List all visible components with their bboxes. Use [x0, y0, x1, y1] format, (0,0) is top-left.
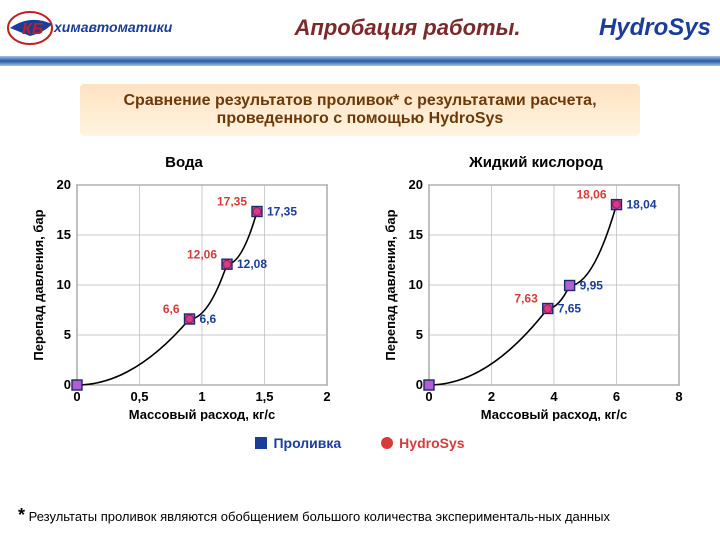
- subtitle-box: Сравнение результатов проливок* с резуль…: [80, 84, 640, 136]
- svg-text:6,6: 6,6: [200, 312, 217, 326]
- svg-text:12,06: 12,06: [187, 247, 217, 261]
- chart-row: Вода 0510152000,511,52Массовый расход, к…: [0, 154, 720, 421]
- chart-water: Вода 0 5 10 15 20 0 0,5 1 1,5 2 Массовый расход, к…: [29, 154, 339, 421]
- chart-oxygen-svg: 0 5 10 15 20 0 2 4 6 8 Массовый расход, кг/с Перепа…: [381, 177, 691, 421]
- svg-text:0: 0: [73, 389, 80, 404]
- svg-text:Перепад давления, бар: Перепад давления, бар: [31, 209, 46, 360]
- square-icon: [255, 437, 267, 449]
- svg-text:1: 1: [198, 389, 205, 404]
- svg-text:Массовый расход, кг/с: Массовый расход, кг/с: [481, 407, 627, 421]
- svg-text:4: 4: [550, 389, 558, 404]
- chart-oxygen-title: Жидкий кислород: [469, 154, 603, 171]
- svg-text:0: 0: [64, 377, 71, 392]
- chart-water-title: Вода: [165, 154, 203, 171]
- svg-text:15: 15: [409, 227, 423, 242]
- svg-text:8: 8: [675, 389, 682, 404]
- chart-water-svg: 0 5 10 15 20 0 0,5 1 1,5 2 Массовый расход, кг/с Пе…: [29, 177, 339, 421]
- svg-text:0: 0: [425, 389, 432, 404]
- legend-label-2: HydroSys: [399, 435, 464, 451]
- svg-text:2: 2: [488, 389, 495, 404]
- svg-text:10: 10: [57, 277, 71, 292]
- footnote-text: Результаты проливок являются обобщением …: [29, 509, 610, 524]
- svg-text:18,06: 18,06: [576, 187, 606, 201]
- svg-text:2: 2: [323, 389, 330, 404]
- svg-text:20: 20: [57, 177, 71, 192]
- svg-text:15: 15: [57, 227, 71, 242]
- svg-text:7,63: 7,63: [514, 292, 538, 306]
- svg-text:химавтоматики: химавтоматики: [53, 19, 173, 35]
- header-divider: [0, 56, 720, 66]
- circle-icon: [381, 437, 393, 449]
- svg-text:17,35: 17,35: [267, 205, 297, 219]
- footnote: * Результаты проливок являются обобщение…: [18, 505, 702, 526]
- svg-text:0,5: 0,5: [130, 389, 148, 404]
- brand-label: HydroSys: [590, 14, 720, 42]
- legend-label-1: Проливка: [273, 435, 341, 451]
- svg-text:10: 10: [409, 277, 423, 292]
- footnote-asterisk: *: [18, 505, 25, 525]
- svg-text:9,95: 9,95: [580, 279, 604, 293]
- svg-text:1,5: 1,5: [255, 389, 273, 404]
- svg-text:Перепад давления, бар: Перепад давления, бар: [383, 209, 398, 360]
- svg-text:7,65: 7,65: [558, 302, 582, 316]
- svg-text:6,6: 6,6: [163, 302, 180, 316]
- svg-text:17,35: 17,35: [217, 195, 247, 209]
- header: КБ химавтоматики Апробация работы. Hydro…: [0, 0, 720, 56]
- page-title: Апробация работы.: [225, 15, 590, 41]
- svg-text:5: 5: [416, 327, 423, 342]
- legend: Проливка HydroSys: [0, 435, 720, 451]
- svg-text:20: 20: [409, 177, 423, 192]
- svg-text:0: 0: [416, 377, 423, 392]
- logo: КБ химавтоматики: [0, 4, 225, 52]
- legend-series-calculated: HydroSys: [381, 435, 464, 451]
- chart-oxygen: Жидкий кислород 0 5 10 15 20 0 2 4 6 8 Массовый ра…: [381, 154, 691, 421]
- svg-text:КБ: КБ: [22, 21, 43, 38]
- svg-text:18,04: 18,04: [627, 198, 657, 212]
- svg-text:12,08: 12,08: [237, 257, 267, 271]
- svg-text:6: 6: [613, 389, 620, 404]
- svg-text:Массовый расход, кг/с: Массовый расход, кг/с: [129, 407, 275, 421]
- legend-series-experimental: Проливка: [255, 435, 341, 451]
- svg-text:5: 5: [64, 327, 71, 342]
